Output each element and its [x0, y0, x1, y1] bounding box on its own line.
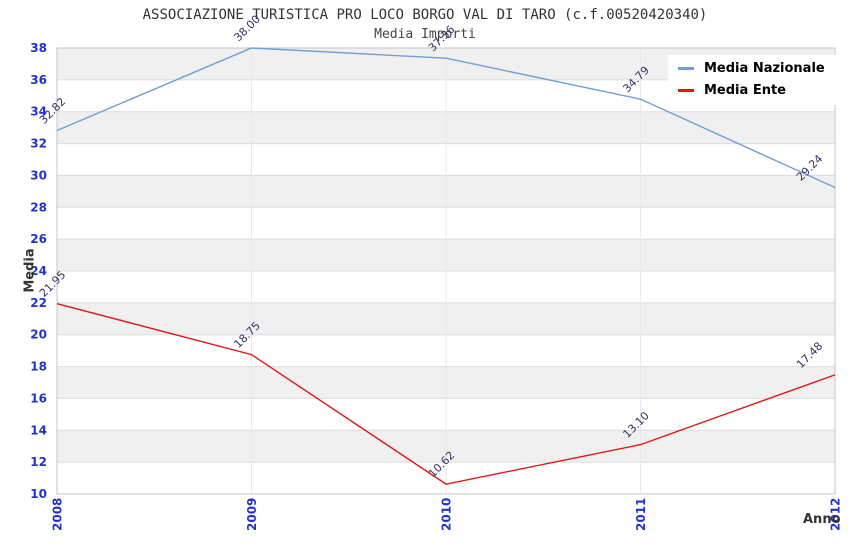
legend-swatch-blue-icon [678, 67, 694, 70]
series-line-media-nazionale [56, 47, 836, 189]
legend-item-media-ente: Media Ente [678, 83, 825, 98]
y-tick-label: 36 [30, 73, 47, 87]
legend-label-media-nazionale: Media Nazionale [704, 61, 825, 76]
legend-swatch-red-icon [678, 89, 694, 92]
y-tick-label: 38 [30, 41, 47, 55]
y-tick-label: 12 [30, 455, 47, 469]
y-tick-label: 34 [30, 105, 47, 119]
chart-subtitle: Media Importi [374, 27, 476, 42]
point-label: 38.00 [231, 13, 262, 44]
x-tick-label: 2010 [440, 498, 454, 531]
y-tick-label: 22 [30, 296, 47, 310]
y-tick-label: 32 [30, 137, 47, 151]
y-tick-label: 26 [30, 232, 47, 246]
y-tick-label: 18 [30, 360, 47, 374]
y-tick-label: 24 [30, 264, 47, 278]
y-tick-label: 14 [30, 423, 47, 437]
x-tick-label: 2011 [634, 498, 648, 531]
x-axis-title: Anno [803, 512, 841, 527]
legend-label-media-ente: Media Ente [704, 83, 786, 98]
plot-border [56, 47, 836, 495]
legend: Media Nazionale Media Ente [668, 55, 839, 105]
y-axis-title: Media [22, 248, 38, 293]
y-tick-label: 30 [30, 168, 47, 182]
x-tick-label: 2009 [245, 498, 259, 531]
y-tick-label: 10 [30, 487, 47, 501]
y-tick-label: 16 [30, 391, 47, 405]
chart-title: ASSOCIAZIONE TURISTICA PRO LOCO BORGO VA… [142, 7, 708, 23]
legend-item-media-nazionale: Media Nazionale [678, 61, 825, 76]
x-tick-label: 2008 [51, 498, 65, 531]
x-tick-label: 2012 [829, 498, 843, 531]
y-tick-label: 20 [30, 328, 47, 342]
series-line-media-ente [56, 302, 836, 485]
y-tick-label: 28 [30, 200, 47, 214]
